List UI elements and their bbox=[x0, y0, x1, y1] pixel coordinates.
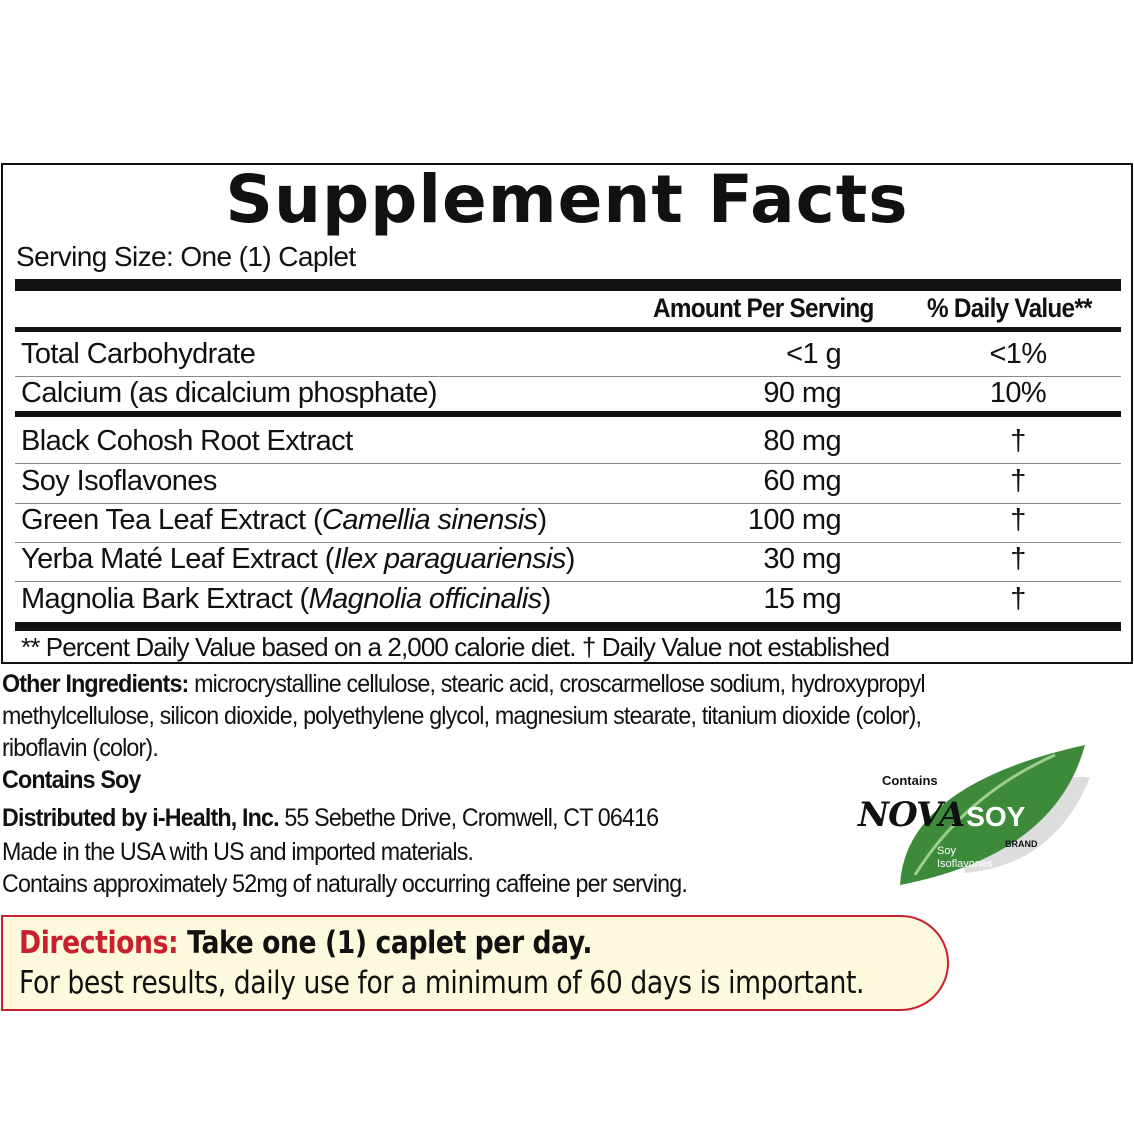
leaf-icon bbox=[900, 745, 1090, 885]
nutrient-name: Yerba Maté Leaf Extract (Ilex paraguarie… bbox=[21, 543, 575, 575]
nutrient-amount: 30 mg bbox=[763, 543, 841, 575]
nutrient-daily-value: † bbox=[1010, 543, 1026, 575]
row-divider bbox=[15, 581, 1121, 582]
directions-line-2: For best results, daily use for a minimu… bbox=[19, 965, 865, 1001]
supplement-facts-panel: Supplement Facts Serving Size: One (1) C… bbox=[1, 161, 1133, 664]
nutrient-amount: 15 mg bbox=[763, 583, 841, 615]
nutrient-name: Magnolia Bark Extract (Magnolia officina… bbox=[21, 583, 551, 615]
nutrient-daily-value: † bbox=[1010, 465, 1026, 497]
allergen-statement: Contains Soy bbox=[2, 766, 141, 794]
nutrient-amount: 100 mg bbox=[747, 504, 842, 536]
logo-brand: BRAND bbox=[1005, 839, 1038, 849]
row-divider bbox=[15, 503, 1121, 504]
col-dv-header: % Daily Value** bbox=[927, 293, 1093, 323]
other-ingredients-label: Other Ingredients: bbox=[2, 670, 189, 698]
logo-sub1: Soy bbox=[937, 845, 956, 857]
nutrient-daily-value: 10% bbox=[989, 377, 1047, 409]
logo-wordmark: NOVA SOY bbox=[858, 793, 1025, 837]
nutrient-daily-value: † bbox=[1010, 583, 1026, 615]
nutrient-amount: 90 mg bbox=[763, 377, 841, 409]
nutrient-name: Black Cohosh Root Extract bbox=[21, 425, 353, 457]
nutrient-amount: <1 g bbox=[786, 338, 841, 370]
origin-statement: Made in the USA with US and imported mat… bbox=[2, 838, 474, 866]
nutrient-name: Green Tea Leaf Extract (Camellia sinensi… bbox=[21, 504, 547, 536]
logo-nova: NOVA bbox=[858, 795, 965, 835]
divider-thick bbox=[15, 279, 1121, 291]
distributor: Distributed by i-Health, Inc. 55 Sebethe… bbox=[2, 804, 659, 832]
panel-title: Supplement Facts bbox=[225, 161, 909, 238]
directions-label: Directions: bbox=[19, 925, 179, 961]
other-ingredients-line-3: riboflavin (color). bbox=[2, 734, 159, 762]
footnote: ** Percent Daily Value based on a 2,000 … bbox=[21, 632, 890, 662]
directions-line-1: Directions: Take one (1) caplet per day. bbox=[19, 925, 593, 961]
caffeine-statement: Contains approximately 52mg of naturally… bbox=[2, 870, 688, 898]
nutrient-daily-value: † bbox=[1010, 504, 1026, 536]
divider-medium bbox=[15, 411, 1121, 417]
col-amount-header: Amount Per Serving bbox=[653, 293, 874, 323]
row-divider bbox=[15, 542, 1121, 543]
other-ingredients-line-2: methylcellulose, silicon dioxide, polyet… bbox=[2, 702, 922, 730]
nutrient-amount: 80 mg bbox=[763, 425, 841, 457]
serving-size: Serving Size: One (1) Caplet bbox=[16, 241, 356, 272]
divider-thick bbox=[15, 622, 1121, 631]
nutrient-daily-value: <1% bbox=[989, 338, 1047, 370]
row-divider bbox=[15, 376, 1121, 377]
nutrient-name: Total Carbohydrate bbox=[21, 338, 256, 370]
logo-sub2: Isoflavones bbox=[937, 858, 993, 870]
divider-medium bbox=[15, 327, 1121, 332]
nutrient-name: Calcium (as dicalcium phosphate) bbox=[21, 377, 438, 409]
row-divider bbox=[15, 463, 1121, 464]
novasoy-logo: Contains NOVA SOY BRAND Soy Isoflavones bbox=[855, 745, 1095, 890]
nutrient-name: Soy Isoflavones bbox=[21, 465, 217, 497]
logo-contains: Contains bbox=[882, 773, 938, 788]
directions-box: Directions: Take one (1) caplet per day.… bbox=[1, 915, 949, 1011]
nutrient-amount: 60 mg bbox=[763, 465, 841, 497]
nutrient-daily-value: † bbox=[1010, 425, 1026, 457]
logo-soy: SOY bbox=[966, 801, 1026, 832]
other-ingredients-line-1: Other Ingredients: microcrystalline cell… bbox=[2, 670, 926, 698]
